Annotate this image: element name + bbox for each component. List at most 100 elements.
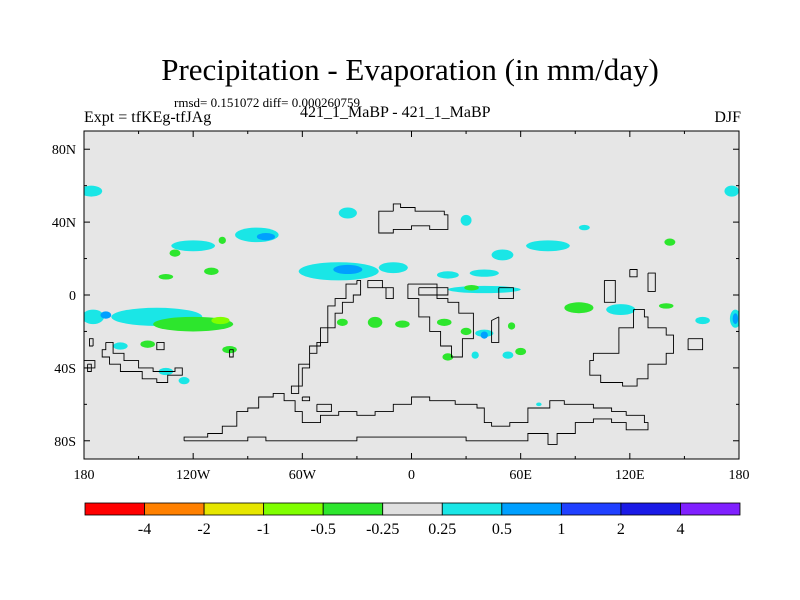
contour-patch [460,327,472,336]
chart-title: Precipitation - Evaporation (in mm/day) [161,52,659,87]
coastline [687,338,704,351]
coastline [498,287,514,300]
contour-patch [464,284,479,291]
contour-patch [471,351,479,359]
coastline [407,283,474,358]
coastline [629,269,638,278]
season-label: DJF [714,109,741,126]
contour-patch [564,302,594,314]
colorbar-label: -1 [257,521,270,538]
x-tick-label: 0 [408,468,415,483]
contour-patch [378,262,408,274]
colorbar-label: 1 [557,521,565,538]
contour-patch [169,249,181,257]
colorbar-label: -0.25 [366,521,399,538]
contour-patch [724,185,739,197]
colorbar-box [382,502,443,516]
colorbar-box [84,502,145,516]
colorbar-box [441,502,503,516]
colorbar-box [680,502,741,516]
contour-patch [171,240,216,252]
contour-patch [218,236,226,244]
colorbar-box [501,502,562,516]
colorbar-box [322,502,384,516]
colorbar-label: -0.5 [311,521,336,538]
contour-patch [338,207,357,219]
coastline [101,341,183,383]
coastline [87,363,92,372]
contour-patch [336,318,348,326]
colorbar-box [203,502,265,516]
contour-patch [536,402,542,407]
coastline [156,341,165,351]
coastline [491,316,500,343]
contour-patch [204,267,219,275]
contour-patch [578,224,590,231]
contour-patch [436,271,459,279]
x-tick-label: 60W [289,468,317,483]
colorbar-label: 2 [617,521,625,538]
colorbar-box [144,502,205,516]
contour-patch [211,316,230,325]
contour-patch [491,249,514,261]
contour-patch [436,318,452,326]
contour-patch [606,304,636,316]
y-tick-label: 40N [52,216,76,231]
contour-patch [84,309,105,325]
contour-patch [84,185,103,197]
coastline [603,279,616,303]
colorbar-box [263,502,324,516]
x-tick-label: 120E [615,468,645,483]
contour-patch [100,311,112,319]
contour-patch [658,303,674,309]
contour-patch [469,269,499,277]
contour-patch [515,347,527,356]
colorbar-box [560,502,622,516]
x-tick-label: 180 [74,468,95,483]
coastline [290,279,362,394]
coastline [183,392,649,445]
y-tick-label: 40S [54,362,76,377]
stats-text: rmsd= 0.151072 diff= 0.000260759 [174,95,360,110]
x-tick-label: 60E [509,468,532,483]
contour-patch [140,340,155,348]
contour-patch [480,331,488,339]
coastline [301,396,311,402]
colorbar-box [620,502,681,516]
contour-patch [502,351,514,359]
coastline [647,272,656,292]
y-tick-label: 80N [52,143,76,158]
contour-patch [526,240,570,252]
y-tick-label: 0 [69,289,76,304]
coastline [89,338,94,347]
contour-patch [178,377,190,385]
contour-patch [695,316,710,325]
coastline [418,287,449,296]
contour-patch [395,320,410,328]
contour-patch [367,316,383,328]
plot-background [84,131,739,459]
contour-patch [113,342,128,350]
experiment-label: Expt = tfKEg-tfJAg [84,109,212,126]
contour-patch [442,353,454,361]
x-tick-label: 120W [176,468,211,483]
colorbar-label: -4 [138,521,151,538]
coastline [84,360,96,369]
coastline [316,403,332,413]
contour-patch [256,233,276,241]
colorbar-label: 0.25 [428,521,456,538]
y-tick-label: 80S [54,435,76,450]
coastline [229,349,234,358]
contour-patch [507,322,516,330]
colorbar-label: 4 [676,521,684,538]
coastline [589,309,674,387]
colorbar-label: 0.5 [492,521,512,538]
case-label: 421_1_MaBP - 421_1_MaBP [300,104,491,121]
contour-patch [447,285,521,294]
contour-patch [158,274,174,280]
coastline [367,279,394,300]
contour-patch [460,214,472,226]
contour-patch [732,313,739,325]
x-tick-label: 180 [729,468,750,483]
